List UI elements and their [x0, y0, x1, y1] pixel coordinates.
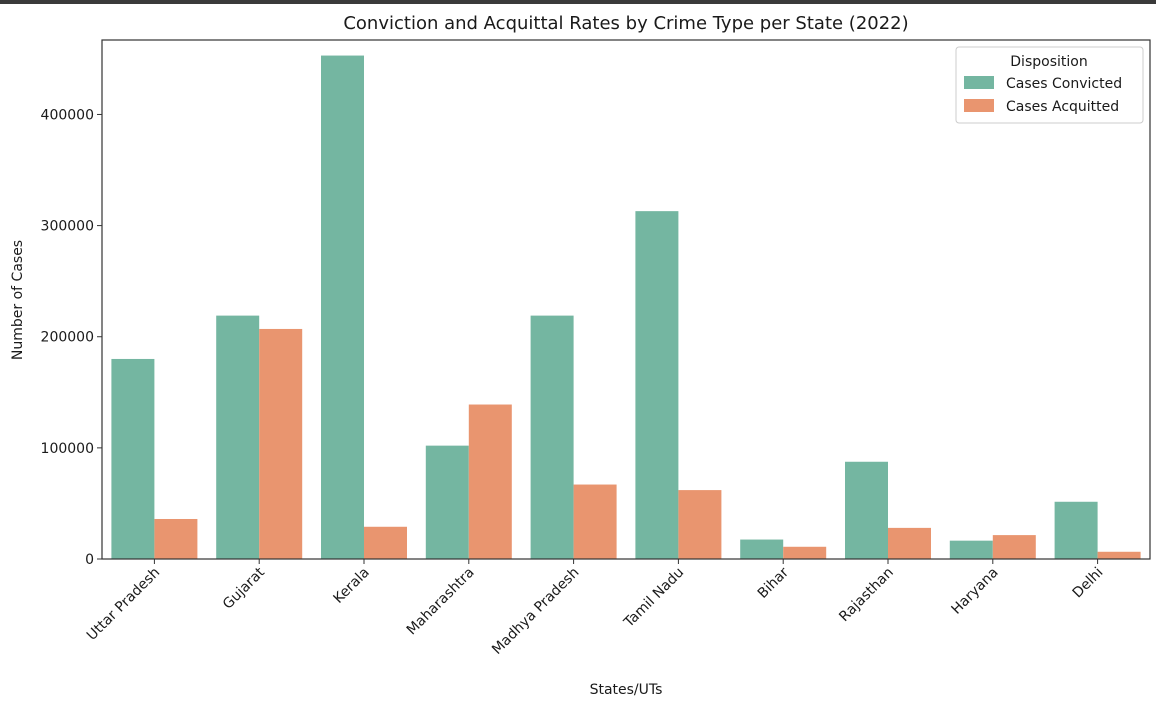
bar-convicted-9: [1054, 501, 1098, 559]
legend: Disposition Cases Convicted Cases Acquitte…: [955, 46, 1144, 124]
bar-acquitted-0: [154, 518, 198, 559]
x-axis-label: States/UTs: [590, 682, 663, 698]
y-tick-label: 100000: [41, 441, 94, 457]
bar-acquitted-5: [678, 490, 722, 559]
x-tick-label: Kerala: [330, 565, 372, 607]
bar-convicted-4: [530, 315, 574, 559]
bar-convicted-0: [111, 358, 155, 559]
legend-swatch: [964, 76, 994, 89]
bar-acquitted-8: [992, 535, 1036, 559]
y-tick-label: 300000: [41, 219, 94, 235]
bar-acquitted-2: [364, 526, 407, 559]
x-tick-label: Rajasthan: [836, 565, 897, 626]
bar-convicted-5: [635, 211, 679, 559]
y-axis: 0 100000 200000 300000 400000: [41, 107, 102, 568]
bar-convicted-6: [740, 539, 784, 559]
bar-acquitted-3: [468, 404, 512, 559]
chart-title: Conviction and Acquittal Rates by Crime …: [343, 13, 908, 34]
bar-acquitted-1: [259, 328, 303, 559]
bar-convicted-1: [216, 315, 260, 559]
x-axis: Uttar Pradesh Gujarat Kerala Maharashtra Mad…: [84, 559, 1107, 658]
y-tick-label: 200000: [41, 330, 94, 346]
legend-label: Cases Convicted: [1006, 76, 1122, 92]
legend-label: Cases Acquitted: [1006, 99, 1119, 115]
legend-box: [955, 46, 1144, 124]
x-tick-label: Bihar: [755, 564, 792, 601]
x-tick-label: Haryana: [948, 565, 1001, 618]
x-tick-label: Madhya Pradesh: [489, 565, 582, 658]
x-tick-label: Uttar Pradesh: [84, 565, 163, 644]
bar-acquitted-9: [1097, 551, 1141, 559]
bar-convicted-7: [845, 461, 888, 559]
legend-swatch: [964, 99, 994, 112]
y-tick-label: 0: [85, 552, 94, 568]
bars-group: [111, 55, 1141, 559]
bar-acquitted-7: [888, 527, 931, 559]
legend-title: Disposition: [1010, 54, 1087, 70]
bar-acquitted-6: [783, 546, 827, 559]
window-top-border: [0, 0, 1156, 4]
bar-acquitted-4: [573, 484, 617, 559]
x-tick-label: Tamil Nadu: [620, 565, 687, 632]
bar-convicted-3: [425, 445, 469, 559]
bar-convicted-2: [321, 55, 364, 559]
x-tick-label: Delhi: [1070, 565, 1107, 602]
y-axis-label: Number of Cases: [10, 240, 26, 360]
y-tick-label: 400000: [41, 107, 94, 123]
x-tick-label: Gujarat: [220, 564, 268, 612]
bar-convicted-8: [949, 540, 993, 559]
plot-frame: [101, 39, 1151, 560]
x-tick-label: Maharashtra: [404, 565, 478, 639]
